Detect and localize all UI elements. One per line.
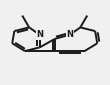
Text: N: N: [36, 30, 43, 39]
Text: N: N: [66, 30, 73, 39]
